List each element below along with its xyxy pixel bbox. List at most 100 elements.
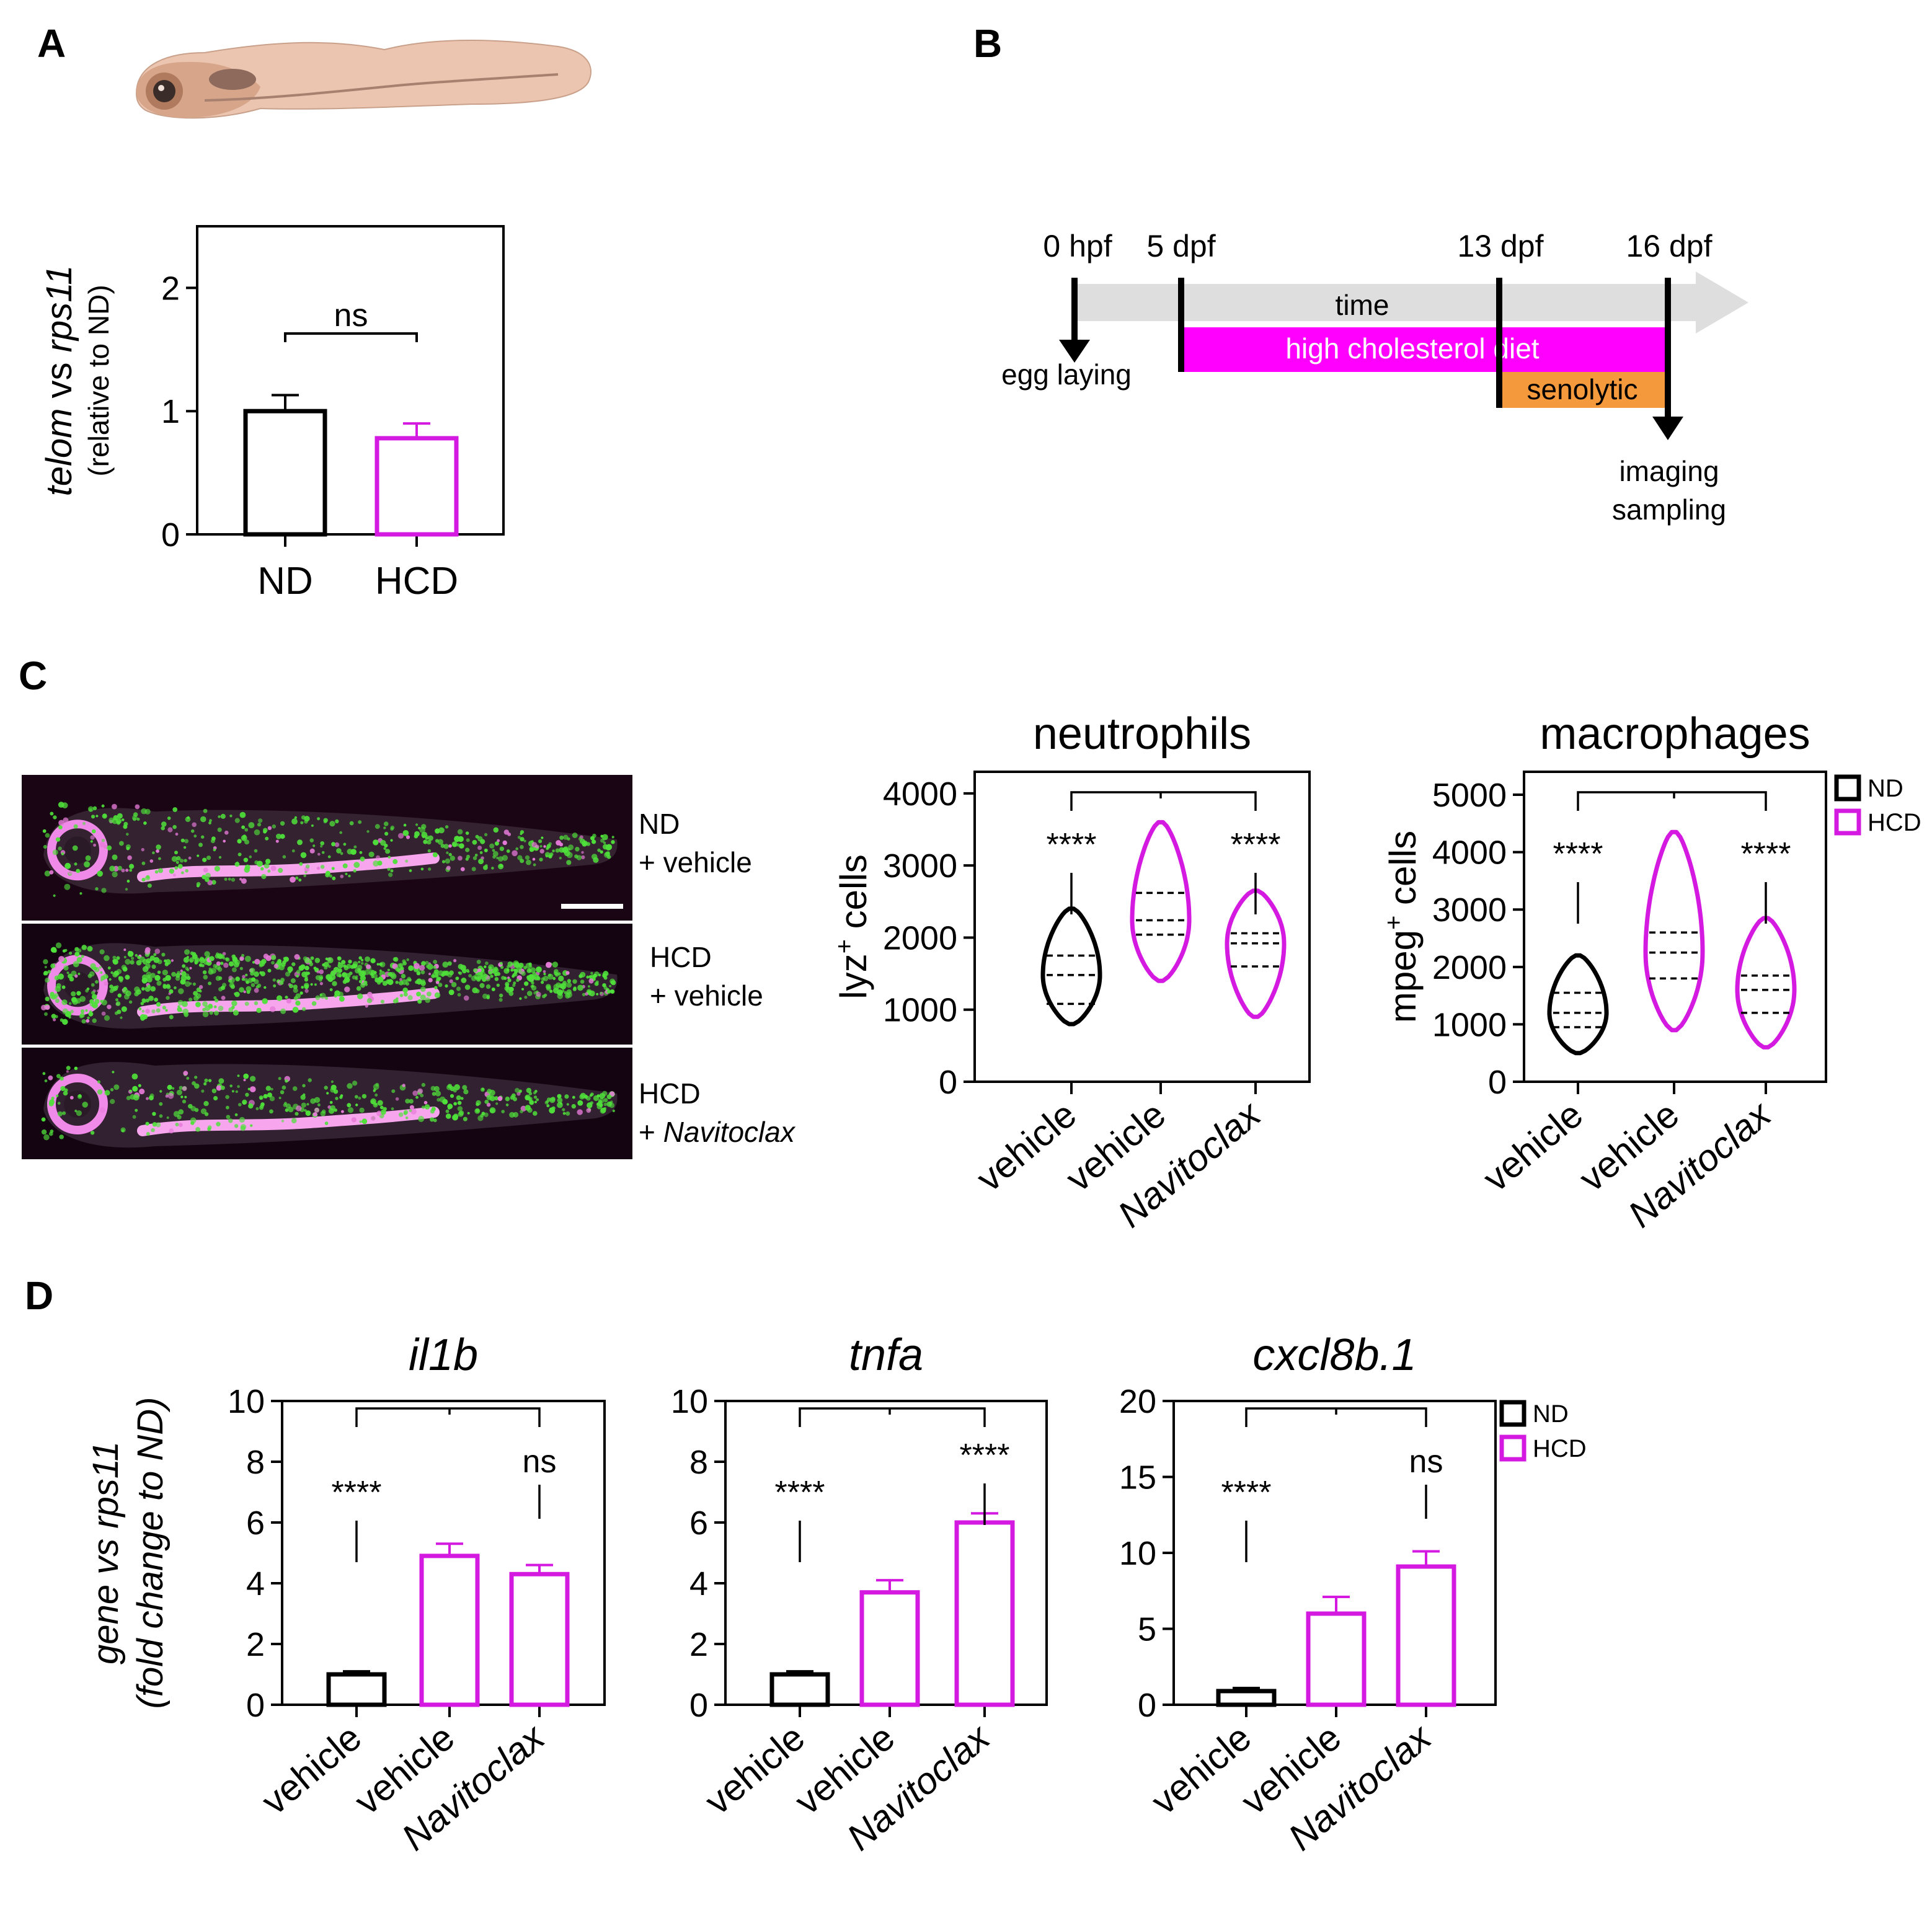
y-tick-label: 4000 (1432, 834, 1507, 872)
x-category-label: vehicle (697, 1717, 812, 1823)
y-tick-label: 1000 (1432, 1006, 1507, 1043)
y-tick-label: 2 (246, 1626, 265, 1663)
violin (1040, 906, 1102, 1027)
x-category-label: ND (257, 560, 313, 603)
comparison-bracket (355, 1407, 541, 1427)
legend-nd-label: ND (1868, 775, 1903, 802)
chart-d-cxcl8b1: 05101520cxcl8b.1vehiclevehicleNavitoclax… (1119, 1330, 1497, 1858)
bar (509, 1571, 570, 1707)
significance-bracket (284, 332, 418, 342)
chart-title: cxcl8b.1 (1252, 1330, 1416, 1380)
plot-frame (196, 225, 505, 536)
plot-frame (973, 771, 1311, 1083)
legend-nd-swatch (1834, 774, 1861, 802)
y-tick-label: 20 (1119, 1383, 1156, 1420)
senolytic-bar (1500, 372, 1665, 408)
significance-label: ns (1409, 1444, 1443, 1480)
y-tick-label: 1000 (883, 992, 957, 1029)
x-category-label: vehicle (254, 1717, 369, 1823)
image-label-1-line2: + vehicle (639, 846, 752, 878)
timepoint-16dpf: 16 dpf (1626, 229, 1712, 263)
chart-a-telomere: 0 1 2 ND HCD ns telom vs rps11 (relative to ND) (39, 225, 505, 603)
egg-laying-label: egg laying (1001, 358, 1132, 391)
y-tick-label: 15 (1119, 1459, 1156, 1496)
image-label-2-line2: + vehicle (650, 979, 763, 1012)
violin (1547, 953, 1609, 1056)
panel-label-c: C (19, 653, 47, 698)
chart-c-neutrophils: 01000200030004000neutrophilsvehiclevehic… (831, 709, 1311, 1235)
y-axis-label-2: (fold change to ND) (130, 1397, 171, 1709)
y-tick-label: 10 (228, 1383, 265, 1420)
comparison-bracket (1070, 791, 1257, 811)
y-tick-label: 5 (1138, 1611, 1156, 1648)
fish-gut (137, 988, 440, 1018)
violin (1225, 888, 1287, 1019)
legend-d: ND HCD (1499, 1400, 1587, 1462)
significance-label: **** (332, 1475, 382, 1511)
y-tick-label: 5000 (1432, 777, 1507, 814)
comparison-bracket (1577, 791, 1767, 811)
chart-c-macrophages: 010002000300040005000macrophagesvehiclev… (1380, 709, 1827, 1235)
bar (1216, 1689, 1277, 1707)
y-tick-label: 0 (939, 1064, 957, 1101)
y-axis-label: lyz+ cells (831, 854, 874, 999)
fish-gut (137, 852, 440, 883)
violin (1735, 916, 1797, 1050)
y-tick-label: 8 (689, 1444, 708, 1481)
imaging-arrow (1652, 417, 1683, 440)
y-tick-label: 4 (689, 1565, 708, 1602)
legend-hcd-swatch (1834, 808, 1861, 836)
bar (769, 1672, 830, 1707)
legend-c: ND HCD (1834, 774, 1921, 836)
significance-label: **** (960, 1438, 1010, 1474)
legend-hcd-label: HCD (1533, 1435, 1587, 1462)
y-tick-label: 2 (161, 270, 180, 307)
bar (1396, 1564, 1456, 1707)
chart-d-tnfa: 0246810tnfavehiclevehicleNavitoclax*****… (671, 1330, 1048, 1858)
y-axis-label-2: (relative to ND) (82, 285, 115, 476)
y-tick-label: 0 (1488, 1064, 1507, 1101)
x-category-label: HCD (375, 560, 458, 603)
chart-title: il1b (409, 1330, 478, 1380)
y-tick-label: 0 (246, 1687, 265, 1724)
chart-title: neutrophils (1033, 709, 1251, 759)
sampling-label: sampling (1612, 493, 1726, 526)
y-tick-label: 4 (246, 1565, 265, 1602)
y-tick-label: 0 (1138, 1687, 1156, 1724)
y-axis-label: mpeg+ cells (1380, 831, 1424, 1023)
comparison-bracket (799, 1407, 986, 1427)
y-tick-label: 3000 (1432, 891, 1507, 929)
y-tick-label: 8 (246, 1444, 265, 1481)
significance-label: **** (1553, 836, 1603, 872)
y-tick-label: 0 (689, 1687, 708, 1724)
x-category-label: vehicle (1143, 1717, 1259, 1823)
significance-label: **** (1047, 827, 1097, 863)
diet-bar (1181, 327, 1665, 372)
timepoint-13dpf: 13 dpf (1457, 229, 1543, 263)
y-tick-label: 2000 (883, 919, 957, 957)
y-tick-label: 3000 (883, 847, 957, 885)
y-tick-label: 0 (161, 516, 180, 554)
bar (326, 1672, 387, 1707)
significance-label: **** (1741, 836, 1791, 872)
legend-nd-label: ND (1533, 1400, 1569, 1428)
legend-hcd-label: HCD (1868, 809, 1921, 836)
legend-hcd-swatch (1499, 1434, 1527, 1462)
y-axis-label: telom vs rps11 (39, 265, 79, 497)
panel-label-d: D (25, 1273, 53, 1318)
y-tick-label: 6 (689, 1505, 708, 1542)
bar (859, 1590, 920, 1707)
bar (954, 1520, 1015, 1707)
significance-label: **** (1231, 827, 1281, 863)
bar (1306, 1611, 1367, 1707)
violin (1130, 820, 1192, 983)
panel-label-a: A (37, 21, 66, 66)
image-label-1-line1: ND (639, 808, 680, 840)
bar (419, 1553, 480, 1707)
significance-label: **** (775, 1475, 825, 1511)
y-tick-label: 1 (161, 393, 180, 430)
image-label-3-line1: HCD (639, 1077, 701, 1110)
y-tick-label: 10 (1119, 1535, 1156, 1572)
y-axis-label: gene vs rps11 (86, 1441, 126, 1664)
plot-frame (1172, 1400, 1497, 1706)
